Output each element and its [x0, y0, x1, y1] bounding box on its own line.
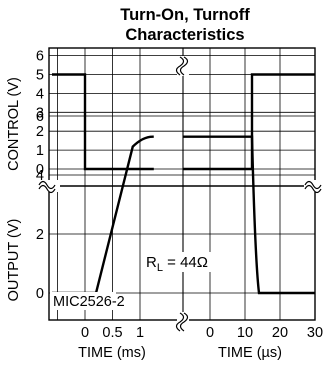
- y-tick-label-control: 2: [36, 124, 44, 140]
- annotation-r: R: [146, 254, 157, 271]
- y-tick-label-output: 0: [36, 286, 44, 302]
- break-symbol-right: [304, 184, 322, 194]
- break-symbol-bottom: [175, 312, 185, 332]
- part-label-box: [50, 292, 116, 310]
- break-symbol-top-second: [179, 56, 189, 76]
- control-turn-off-line: [183, 73, 315, 171]
- x-tick-label-ms: 0: [81, 325, 89, 341]
- y-tick-label-control: 5: [36, 68, 44, 84]
- control-turn-on-line: [52, 73, 154, 171]
- chart-title-line2: Characteristics: [125, 26, 244, 44]
- break-symbol-left-second: [38, 180, 56, 190]
- x-tick-label-us: 20: [272, 325, 288, 341]
- x-tick-label-us: 0: [206, 325, 214, 341]
- x-tick-label-us: 10: [237, 325, 253, 341]
- plot-frame: [38, 47, 325, 332]
- y-tick-label-control: 6: [36, 49, 44, 65]
- x-tick-label-ms: 0.5: [102, 325, 122, 341]
- x-axis-label-ms: TIME (ms): [78, 345, 146, 361]
- break-symbol-left: [38, 184, 56, 194]
- y-axis-label-output: OUTPUT (V): [6, 219, 22, 302]
- x-tick-label-ms: 1: [136, 325, 144, 341]
- y-tick-label-output: 6: [36, 109, 44, 125]
- y-tick-label-control: 1: [36, 143, 44, 159]
- y-tick-label-control: 4: [36, 86, 44, 102]
- annotation-background: [144, 252, 220, 272]
- series-lines: [52, 73, 315, 295]
- plot-border: [48, 47, 316, 321]
- y-axis-label-control: CONTROL (V): [6, 77, 22, 171]
- y-tick-label-control: 0: [36, 162, 44, 178]
- y-tick-label-output: 2: [36, 227, 44, 243]
- x-axis-label-us: TIME (µs): [218, 345, 282, 361]
- output-turn-off-line: [183, 135, 315, 295]
- break-symbol-bottom-second: [179, 312, 189, 332]
- y-tick-label-output: 4: [36, 168, 44, 184]
- break-symbol-right-second: [304, 180, 322, 190]
- part-label: MIC2526-2: [53, 294, 125, 310]
- break-symbol-top: [175, 56, 185, 76]
- break-symbol-right-mask: [304, 180, 325, 192]
- x-tick-label-us: 30: [307, 325, 323, 341]
- annotation-value: = 44Ω: [163, 254, 208, 271]
- chart-title-line1: Turn-On, Turnoff: [120, 6, 250, 24]
- y-tick-label-control: 3: [36, 105, 44, 121]
- load-resistance-annotation: RL = 44Ω: [144, 252, 220, 274]
- output-turn-on-line: [52, 135, 154, 295]
- grid-lines: [49, 48, 316, 320]
- annotation-subscript: L: [157, 262, 163, 274]
- svg-text:RL = 44Ω: RL = 44Ω: [146, 254, 208, 274]
